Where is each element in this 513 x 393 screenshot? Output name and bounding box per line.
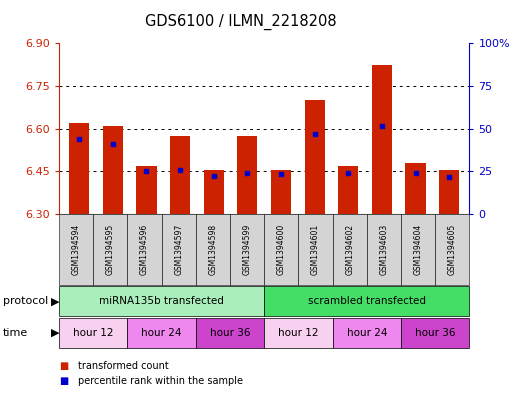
Bar <box>170 136 190 214</box>
Bar <box>271 170 291 214</box>
Bar <box>372 64 392 214</box>
Text: hour 12: hour 12 <box>278 328 319 338</box>
Text: GSM1394601: GSM1394601 <box>311 224 320 275</box>
Text: scrambled transfected: scrambled transfected <box>308 296 426 307</box>
Text: percentile rank within the sample: percentile rank within the sample <box>78 376 244 386</box>
Text: hour 36: hour 36 <box>210 328 250 338</box>
Bar <box>136 166 156 214</box>
Bar <box>305 100 325 214</box>
Text: GSM1394599: GSM1394599 <box>243 224 251 275</box>
Text: ■: ■ <box>59 361 68 371</box>
Text: GDS6100 / ILMN_2218208: GDS6100 / ILMN_2218208 <box>145 14 337 30</box>
Text: hour 24: hour 24 <box>347 328 387 338</box>
Text: GSM1394605: GSM1394605 <box>448 224 457 275</box>
Text: ▶: ▶ <box>51 296 60 307</box>
Bar <box>238 136 258 214</box>
Text: GSM1394594: GSM1394594 <box>72 224 81 275</box>
Bar <box>338 166 359 214</box>
Text: protocol: protocol <box>3 296 48 307</box>
Bar <box>439 170 459 214</box>
Text: GSM1394598: GSM1394598 <box>208 224 218 275</box>
Text: GSM1394604: GSM1394604 <box>413 224 423 275</box>
Bar <box>103 126 123 214</box>
Text: GSM1394603: GSM1394603 <box>380 224 388 275</box>
Text: GSM1394596: GSM1394596 <box>140 224 149 275</box>
Bar <box>405 163 426 214</box>
Text: miRNA135b transfected: miRNA135b transfected <box>99 296 224 307</box>
Text: GSM1394597: GSM1394597 <box>174 224 183 275</box>
Bar <box>204 170 224 214</box>
Text: transformed count: transformed count <box>78 361 169 371</box>
Text: GSM1394602: GSM1394602 <box>345 224 354 275</box>
Text: GSM1394595: GSM1394595 <box>106 224 115 275</box>
Text: hour 36: hour 36 <box>415 328 456 338</box>
Text: hour 24: hour 24 <box>142 328 182 338</box>
Text: time: time <box>3 328 28 338</box>
Text: GSM1394600: GSM1394600 <box>277 224 286 275</box>
Text: ■: ■ <box>59 376 68 386</box>
Text: ▶: ▶ <box>51 328 60 338</box>
Bar <box>69 123 89 214</box>
Text: hour 12: hour 12 <box>73 328 113 338</box>
